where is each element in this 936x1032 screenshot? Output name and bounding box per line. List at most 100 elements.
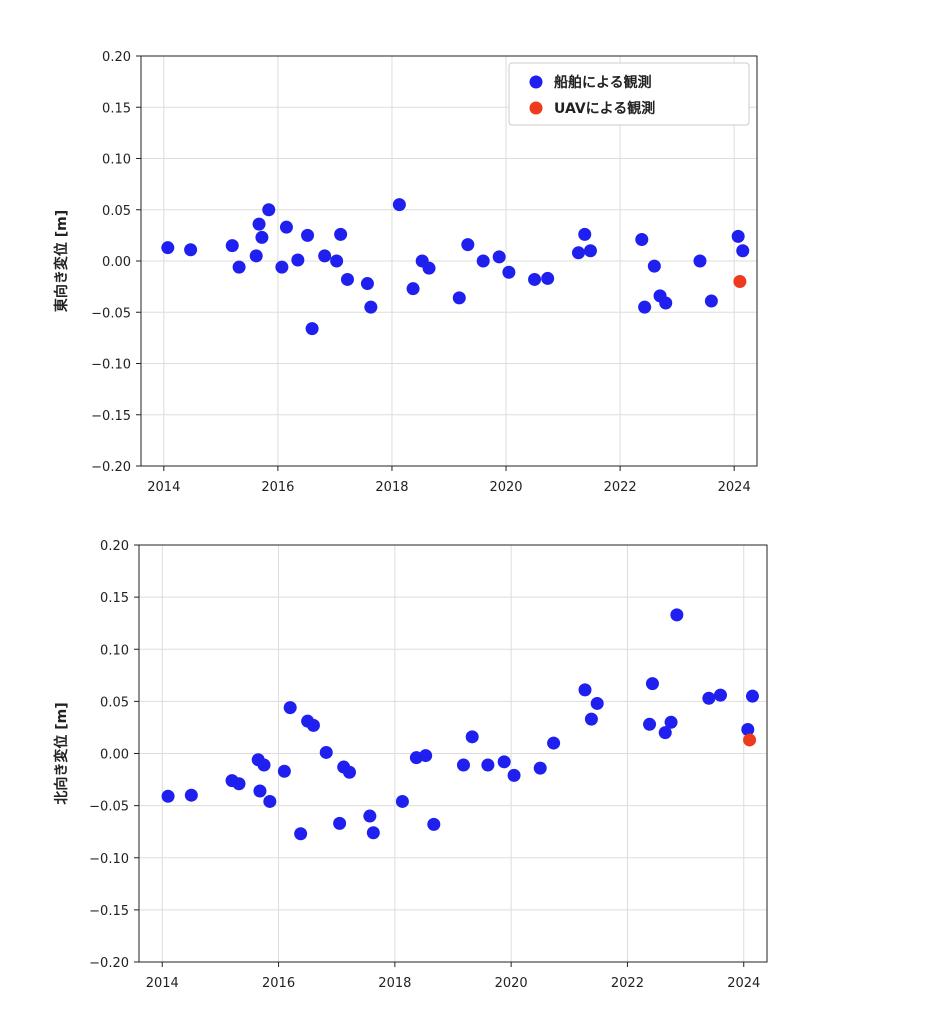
x-axis-ticks: 2014 2016 2018 2020 2022 2024	[146, 962, 760, 991]
y-tick-label: 0.15	[100, 591, 129, 606]
ship-observation-point	[249, 249, 263, 263]
ship-observation-point	[638, 300, 652, 314]
ship-observation-point	[635, 232, 649, 246]
x-tick-label: 2018	[375, 480, 408, 495]
ship-observation-point	[277, 764, 291, 778]
ship-observation-point	[547, 736, 561, 750]
y-tick-label: 0.05	[102, 204, 131, 219]
ship-observation-point	[465, 730, 479, 744]
ship-observation-point	[364, 300, 378, 314]
ship-observation-point	[334, 227, 348, 241]
data-points	[161, 608, 759, 841]
legend-label-ship: 船舶による観測	[554, 74, 652, 91]
ship-observation-point	[333, 816, 347, 830]
ship-observation-point	[294, 827, 308, 841]
y-tick-label: 0.20	[100, 539, 129, 554]
y-tick-label: −0.05	[89, 800, 129, 815]
ship-observation-point	[456, 758, 470, 772]
ship-observation-point	[507, 768, 521, 782]
y-tick-label: −0.15	[89, 904, 129, 919]
ship-observation-point	[741, 723, 755, 737]
y-tick-label: 0.05	[100, 695, 129, 710]
ship-observation-point	[584, 712, 598, 726]
grid-lines	[139, 544, 767, 963]
ship-observation-point	[184, 788, 198, 802]
ship-observation-point	[340, 272, 354, 286]
ship-observation-point	[330, 254, 344, 268]
ship-observation-point	[502, 265, 516, 279]
y-tick-label: 0.10	[102, 153, 131, 168]
x-axis-ticks: 2014 2016 2018 2020 2022 2024	[147, 466, 751, 495]
ship-observation-point	[492, 250, 506, 264]
x-tick-label: 2022	[604, 480, 637, 495]
x-tick-label: 2016	[262, 976, 295, 991]
ship-observation-point	[745, 689, 759, 703]
ship-observation-point	[363, 809, 377, 823]
east-displacement-chart: 0.20 0.15 0.10 0.05 0.00 −0.05 −0.10 −0.15 −0.20…	[53, 50, 758, 495]
ship-observation-point	[419, 749, 433, 763]
y-tick-label: 0.00	[102, 255, 131, 270]
ship-observation-point	[476, 254, 490, 268]
ship-observation-point	[395, 794, 409, 808]
grid-lines	[141, 55, 757, 467]
ship-observation-point	[263, 794, 277, 808]
ship-observation-point	[731, 229, 745, 243]
ship-observation-point	[301, 228, 315, 242]
ship-observation-point	[452, 291, 466, 305]
ship-observation-point	[497, 755, 511, 769]
ship-observation-point	[713, 688, 727, 702]
x-tick-label: 2014	[147, 480, 180, 495]
ship-observation-point	[319, 745, 333, 759]
y-axis-ticks: 0.20 0.15 0.10 0.05 0.00 −0.05 −0.10 −0.15 −0.20	[89, 539, 139, 971]
ship-observation-point	[578, 683, 592, 697]
ship-observation-point	[664, 715, 678, 729]
ship-observation-point	[659, 296, 673, 310]
ship-observation-point	[262, 203, 276, 217]
ship-observation-point	[291, 253, 305, 267]
y-tick-label: −0.05	[91, 306, 131, 321]
ship-observation-point	[279, 220, 293, 234]
ship-observation-point	[702, 691, 716, 705]
ship-observation-point	[704, 294, 718, 308]
ship-observation-point	[257, 758, 271, 772]
ship-observation-point	[161, 241, 175, 255]
ship-observation-point	[528, 272, 542, 286]
y-tick-label: −0.20	[89, 956, 129, 971]
x-tick-label: 2020	[495, 976, 528, 991]
ship-observation-point	[533, 761, 547, 775]
ship-observation-point	[342, 765, 356, 779]
north-displacement-chart: 0.20 0.15 0.10 0.05 0.00 −0.05 −0.10 −0.15 −0.20…	[53, 539, 768, 991]
uav-observation-point	[743, 733, 757, 747]
ship-observation-point	[461, 238, 475, 252]
ship-observation-point	[541, 271, 555, 285]
legend: 船舶による観測 UAVによる観測	[508, 62, 750, 126]
x-tick-label: 2016	[261, 480, 294, 495]
ship-observation-point	[232, 260, 246, 274]
x-tick-label: 2020	[489, 480, 522, 495]
ship-observation-point	[232, 777, 246, 791]
y-axis-label: 東向き変位 [m]	[53, 210, 70, 312]
ship-observation-point	[392, 198, 406, 212]
x-tick-label: 2022	[611, 976, 644, 991]
ship-observation-point	[184, 243, 198, 257]
ship-observation-point	[571, 246, 585, 260]
ship-observation-point	[670, 608, 684, 622]
legend-marker-ship	[529, 75, 543, 89]
y-tick-label: 0.00	[100, 748, 129, 763]
ship-observation-point	[647, 259, 661, 273]
ship-observation-point	[255, 230, 269, 244]
y-tick-label: −0.15	[91, 409, 131, 424]
y-axis-label: 北向き変位 [m]	[53, 702, 70, 804]
x-tick-label: 2014	[146, 976, 179, 991]
ship-observation-point	[360, 277, 374, 291]
ship-observation-point	[427, 817, 441, 831]
x-tick-label: 2024	[718, 480, 751, 495]
ship-observation-point	[253, 784, 267, 798]
y-tick-label: 0.20	[102, 50, 131, 65]
ship-observation-point	[305, 322, 319, 336]
ship-observation-point	[406, 282, 420, 296]
ship-observation-point	[366, 826, 380, 840]
ship-observation-point	[225, 239, 239, 253]
